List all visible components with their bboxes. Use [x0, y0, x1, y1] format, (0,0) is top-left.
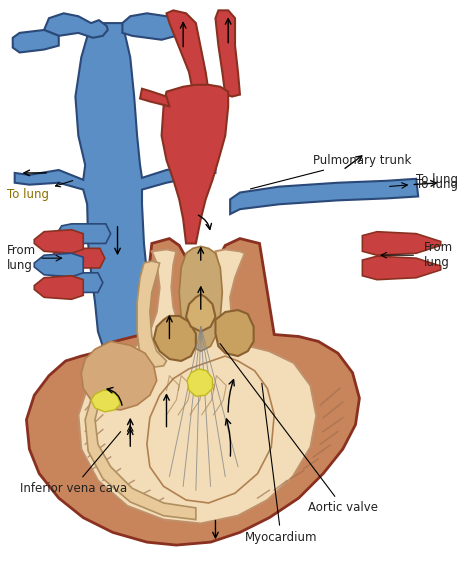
Polygon shape: [51, 248, 105, 268]
Polygon shape: [147, 356, 274, 503]
Polygon shape: [57, 224, 110, 243]
Polygon shape: [27, 238, 359, 545]
Polygon shape: [13, 30, 59, 53]
Text: Inferior vena cava: Inferior vena cava: [19, 432, 127, 495]
Polygon shape: [162, 85, 228, 243]
Polygon shape: [166, 10, 209, 95]
Text: To lung: To lung: [7, 181, 73, 201]
Polygon shape: [78, 249, 316, 523]
Text: Aortic valve: Aortic valve: [220, 344, 379, 514]
Polygon shape: [196, 429, 235, 537]
Polygon shape: [34, 253, 83, 277]
Polygon shape: [362, 256, 441, 280]
Polygon shape: [34, 276, 83, 299]
Text: To lung: To lung: [416, 178, 458, 191]
Polygon shape: [154, 316, 196, 361]
Text: Pulmonary trunk: Pulmonary trunk: [250, 153, 412, 189]
Polygon shape: [15, 23, 216, 361]
Text: Myocardium: Myocardium: [245, 383, 317, 544]
Polygon shape: [34, 230, 83, 253]
Polygon shape: [105, 419, 147, 518]
Polygon shape: [187, 369, 212, 396]
Polygon shape: [44, 13, 108, 38]
Polygon shape: [179, 246, 222, 351]
Polygon shape: [91, 391, 120, 412]
Polygon shape: [122, 13, 179, 40]
Polygon shape: [216, 10, 240, 96]
Polygon shape: [362, 232, 441, 255]
Polygon shape: [186, 294, 216, 332]
Text: From
lung: From lung: [7, 244, 36, 272]
Text: From
lung: From lung: [424, 241, 453, 269]
Polygon shape: [85, 261, 196, 520]
Text: To lung: To lung: [416, 173, 458, 186]
Polygon shape: [49, 273, 103, 293]
Polygon shape: [140, 89, 169, 106]
Polygon shape: [216, 310, 254, 356]
Polygon shape: [81, 342, 157, 410]
Polygon shape: [230, 179, 418, 214]
